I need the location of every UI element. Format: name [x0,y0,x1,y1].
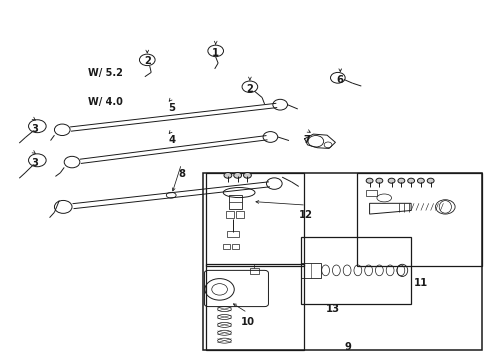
Circle shape [234,172,242,178]
Text: 8: 8 [178,168,185,179]
Bar [250,268,259,274]
Text: 3: 3 [31,158,38,168]
Bar [229,195,242,209]
Text: 13: 13 [326,304,340,314]
Circle shape [427,178,434,183]
Text: W/ 4.0: W/ 4.0 [88,97,122,107]
Bar [223,244,230,249]
Text: 3: 3 [31,125,38,134]
Circle shape [398,178,405,183]
Bar [236,211,244,218]
Bar [206,264,304,350]
Text: 7: 7 [304,135,311,145]
Text: 9: 9 [344,342,351,352]
Circle shape [388,178,395,183]
Bar [206,173,304,266]
Circle shape [408,178,415,183]
Bar [366,190,377,196]
Circle shape [366,178,373,183]
Circle shape [244,172,251,178]
Bar [232,244,239,249]
Bar [301,237,411,304]
Text: 6: 6 [337,75,344,85]
Text: 1: 1 [212,48,219,58]
Bar [357,173,482,266]
Text: 2: 2 [246,84,253,94]
Text: 4: 4 [168,135,175,145]
Text: 12: 12 [299,210,313,220]
Circle shape [224,172,232,178]
Text: 11: 11 [414,278,428,288]
Text: 2: 2 [144,56,151,66]
Bar [203,173,482,350]
Text: W/ 5.2: W/ 5.2 [88,68,122,78]
Circle shape [417,178,424,183]
Circle shape [376,178,383,183]
Text: 5: 5 [168,103,175,113]
Text: 10: 10 [241,318,254,327]
Bar [226,211,234,218]
Bar [301,263,321,278]
Bar [227,231,239,237]
